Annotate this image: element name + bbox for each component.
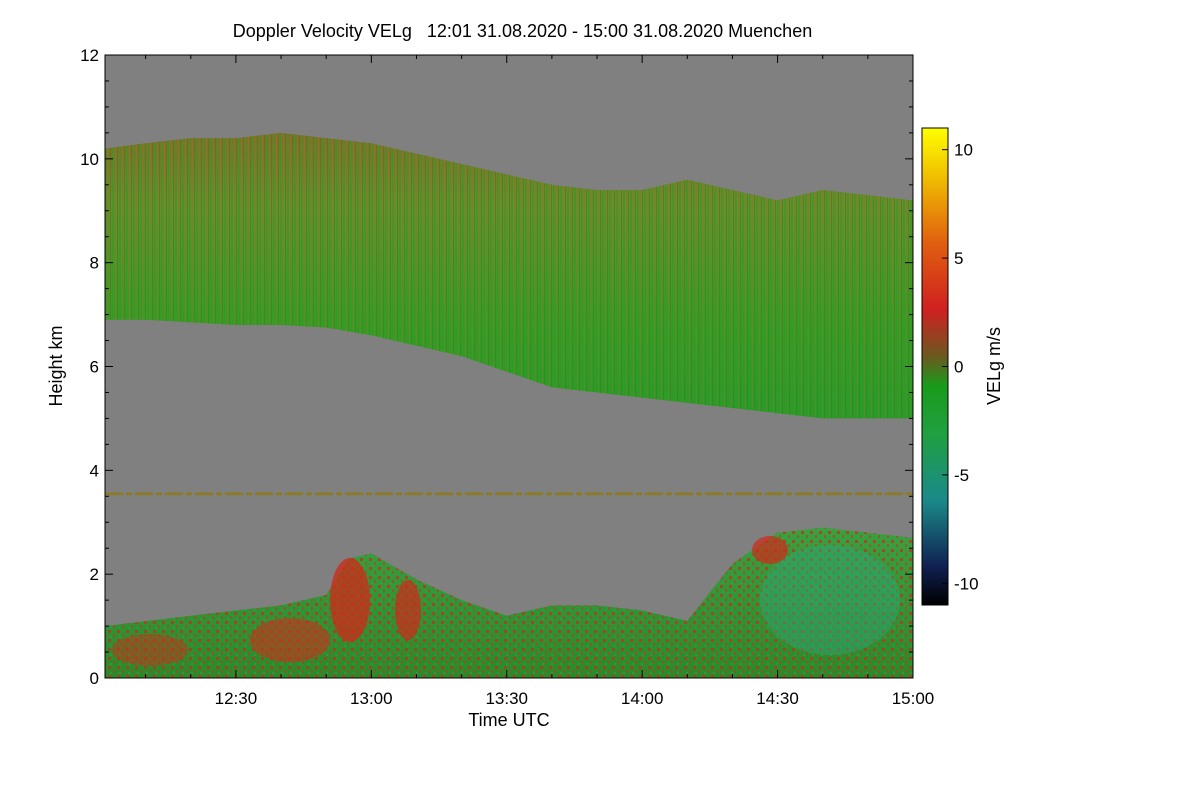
x-tick-label: 14:30: [756, 689, 799, 708]
y-tick-label: 10: [80, 150, 99, 169]
y-tick-label: 6: [90, 358, 99, 377]
x-tick-label: 13:00: [350, 689, 393, 708]
y-axis: 0 2 4 6 8 10 12: [80, 46, 913, 688]
x-tick-label: 14:00: [621, 689, 664, 708]
y-axis-label: Height km: [46, 325, 66, 406]
red-updraft-feature: [250, 618, 330, 662]
y-tick-label: 0: [90, 669, 99, 688]
x-tick-label: 15:00: [892, 689, 935, 708]
teal-downdraft-feature: [760, 545, 900, 655]
y-tick-label: 4: [90, 461, 99, 480]
colorbar-tick-label: 5: [954, 249, 963, 268]
y-tick-label: 12: [80, 46, 99, 65]
red-updraft-feature: [330, 558, 370, 642]
colorbar-label: VELg m/s: [984, 327, 1004, 405]
cirrus-cloud-texture: [105, 132, 913, 419]
red-updraft-feature: [752, 536, 788, 564]
colorbar-tick-label: -10: [954, 574, 979, 593]
colorbar-tick-label: -5: [954, 466, 969, 485]
colorbar-tick-label: 0: [954, 358, 963, 377]
chart-title: Doppler Velocity VELg 12:01 31.08.2020 -…: [232, 21, 813, 41]
colorbar-tick-label: 10: [954, 141, 973, 160]
red-updraft-feature: [395, 580, 421, 640]
x-tick-label: 13:30: [485, 689, 528, 708]
x-tick-label: 12:30: [215, 689, 258, 708]
red-updraft-feature: [112, 634, 188, 666]
x-axis-label: Time UTC: [468, 710, 549, 730]
y-tick-label: 8: [90, 254, 99, 273]
colorbar-ticks: 10 5 0 -5 -10: [942, 141, 979, 593]
x-axis: 12:30 13:00 13:30 14:00 14:30 15:00: [145, 55, 935, 708]
y-tick-label: 2: [90, 565, 99, 584]
